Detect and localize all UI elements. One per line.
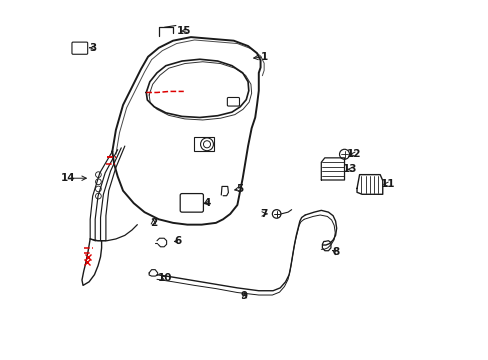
Text: 2: 2: [149, 218, 157, 228]
Text: 5: 5: [236, 184, 243, 194]
Text: 9: 9: [241, 291, 247, 301]
Text: 14: 14: [60, 173, 75, 183]
Text: 8: 8: [331, 247, 339, 257]
FancyBboxPatch shape: [227, 98, 239, 106]
Text: 13: 13: [342, 164, 357, 174]
Text: 3: 3: [89, 43, 96, 53]
Bar: [194, 137, 214, 152]
Text: 11: 11: [380, 179, 394, 189]
Text: 4: 4: [203, 198, 210, 208]
Text: 15: 15: [177, 26, 191, 36]
Text: 7: 7: [260, 209, 267, 219]
Text: 6: 6: [174, 237, 182, 247]
FancyBboxPatch shape: [180, 194, 203, 212]
Text: 12: 12: [346, 149, 361, 159]
Text: 1: 1: [260, 52, 267, 62]
FancyBboxPatch shape: [72, 42, 87, 54]
Text: 10: 10: [158, 273, 172, 283]
